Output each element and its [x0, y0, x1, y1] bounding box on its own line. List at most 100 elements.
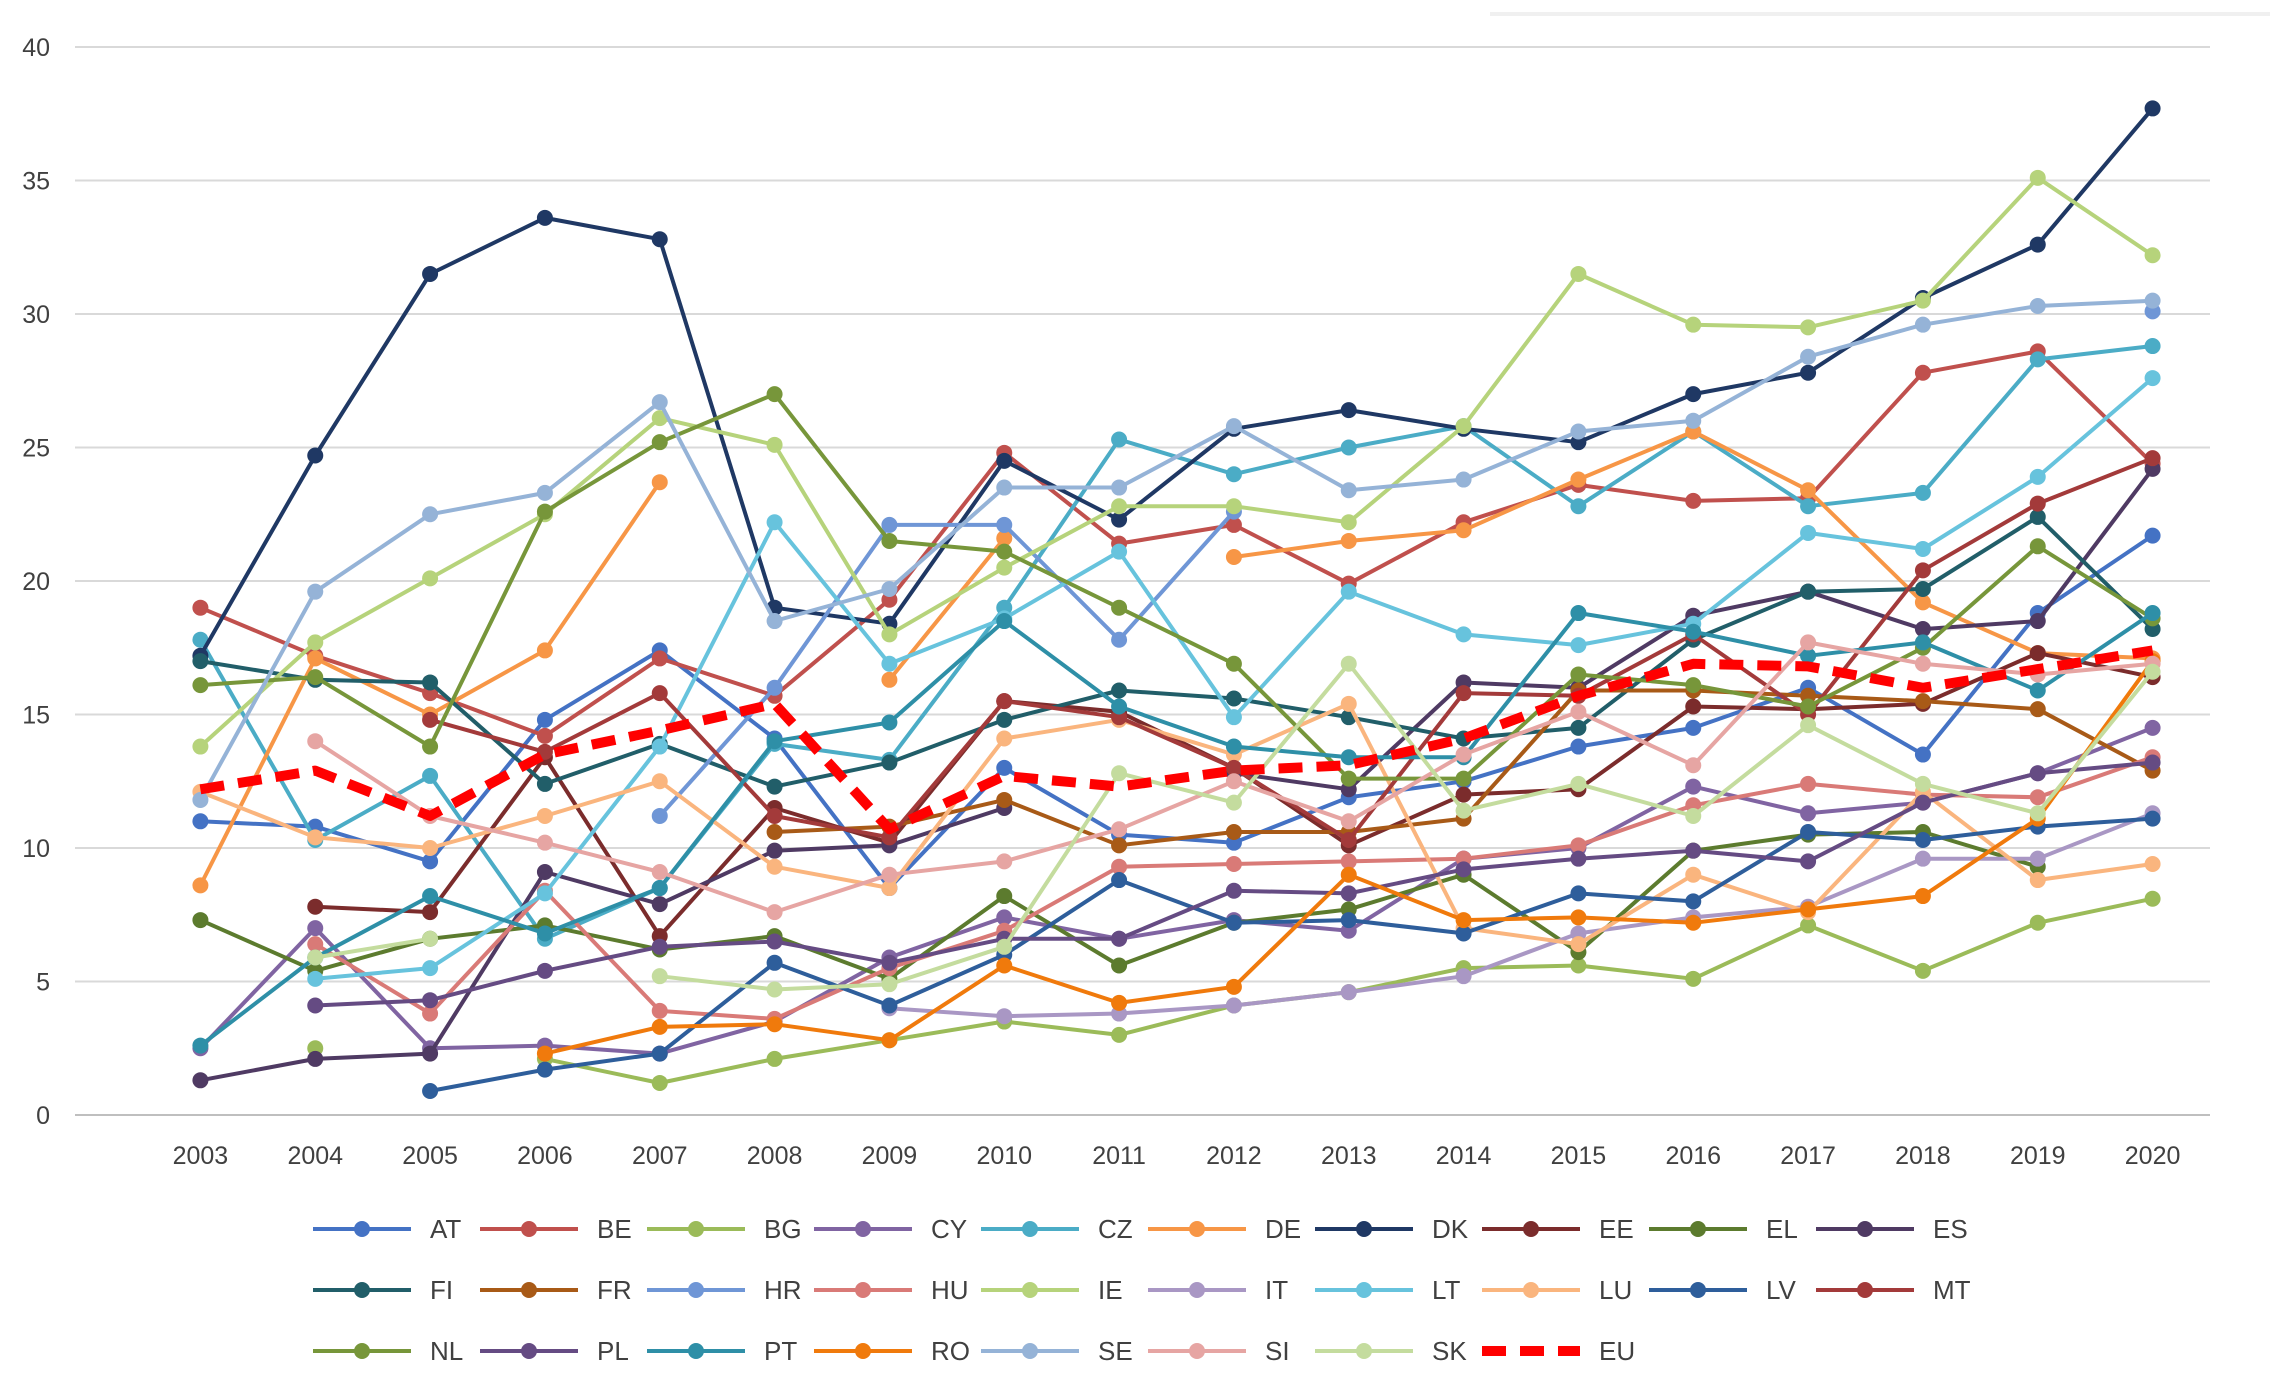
data-point [2144, 754, 2161, 771]
data-point [1340, 984, 1357, 1001]
data-point [422, 992, 439, 1009]
data-point [1800, 698, 1817, 715]
data-point [1225, 709, 1242, 726]
legend-marker [1189, 1343, 1205, 1359]
data-point [996, 693, 1013, 710]
legend-marker [688, 1343, 704, 1359]
data-point [2029, 872, 2046, 889]
data-point [1800, 901, 1817, 918]
legend-label: SK [1432, 1336, 1467, 1366]
data-point [1685, 970, 1702, 987]
data-point [192, 1072, 209, 1089]
legend-item-fi: FI [313, 1275, 453, 1305]
legend-label: DE [1265, 1214, 1301, 1244]
legend-marker [521, 1343, 537, 1359]
data-point [1914, 562, 1931, 579]
data-point [2144, 247, 2161, 264]
legend-item-at: AT [313, 1214, 461, 1244]
series-line [198, 298, 2155, 802]
x-tick-label: 2013 [1321, 1142, 1377, 1170]
legend-marker [1857, 1282, 1873, 1298]
data-point [766, 981, 783, 998]
data-point [2029, 914, 2046, 931]
legend-marker [521, 1221, 537, 1237]
data-point [766, 778, 783, 795]
data-point [536, 775, 553, 792]
data-point [1800, 364, 1817, 381]
data-point [1455, 471, 1472, 488]
data-point [881, 829, 898, 846]
series-ro [536, 653, 2161, 1062]
data-point [2029, 682, 2046, 699]
data-point [2029, 297, 2046, 314]
x-tick-label: 2007 [632, 1142, 688, 1170]
data-point [766, 613, 783, 630]
legend-item-cz: CZ [981, 1214, 1133, 1244]
data-point [1685, 842, 1702, 859]
data-point [651, 773, 668, 790]
data-point [996, 711, 1013, 728]
data-point [422, 1005, 439, 1022]
y-tick-label: 5 [36, 969, 50, 997]
data-point [536, 807, 553, 824]
legend-item-se: SE [981, 1336, 1133, 1366]
data-point [996, 559, 1013, 576]
x-tick-label: 2017 [1780, 1142, 1836, 1170]
data-point [1685, 757, 1702, 774]
series-nl [192, 386, 2161, 787]
data-point [651, 807, 668, 824]
data-point [2029, 508, 2046, 525]
data-point [1800, 805, 1817, 822]
eu-line [199, 645, 2154, 835]
data-point [2029, 495, 2046, 512]
series-lt [307, 370, 2161, 987]
legend-label: FR [597, 1275, 632, 1305]
legend-label: ES [1933, 1214, 1968, 1244]
legend-item-mt: MT [1816, 1275, 1971, 1305]
legend-marker [688, 1221, 704, 1237]
data-point [1455, 861, 1472, 878]
data-point [1455, 968, 1472, 985]
data-point [1914, 292, 1931, 309]
data-point [1570, 605, 1587, 622]
data-point [996, 791, 1013, 808]
legend-item-pl: PL [480, 1336, 629, 1366]
data-point [1455, 418, 1472, 435]
data-point [1340, 402, 1357, 419]
x-tick-label: 2015 [1551, 1142, 1607, 1170]
y-tick-label: 10 [22, 835, 50, 863]
data-point [996, 957, 1013, 974]
data-point [1455, 685, 1472, 702]
x-tick-label: 2019 [2010, 1142, 2066, 1170]
data-point [536, 864, 553, 881]
data-point [1800, 823, 1817, 840]
x-tick-label: 2006 [517, 1142, 573, 1170]
data-point [1455, 746, 1472, 763]
data-point [766, 904, 783, 921]
data-point [422, 738, 439, 755]
data-point [651, 394, 668, 411]
legend-marker [1690, 1282, 1706, 1298]
x-tick-label: 2010 [976, 1142, 1032, 1170]
data-point [2029, 351, 2046, 368]
data-point [996, 613, 1013, 630]
legend-item-fr: FR [480, 1275, 632, 1305]
legend-label: FI [430, 1275, 453, 1305]
legend-marker [1523, 1282, 1539, 1298]
data-point [1111, 930, 1128, 947]
legend-label: IT [1265, 1275, 1288, 1305]
data-point [651, 738, 668, 755]
series-eu [199, 645, 2154, 835]
legend-item-si: SI [1148, 1336, 1290, 1366]
data-point [1914, 581, 1931, 598]
legend-marker [354, 1343, 370, 1359]
data-point [1570, 703, 1587, 720]
data-point [422, 1045, 439, 1062]
data-point [1800, 647, 1817, 664]
data-point [1914, 831, 1931, 848]
data-point [422, 840, 439, 856]
data-point [1914, 364, 1931, 381]
y-tick-label: 0 [36, 1102, 50, 1130]
data-point [192, 653, 209, 670]
